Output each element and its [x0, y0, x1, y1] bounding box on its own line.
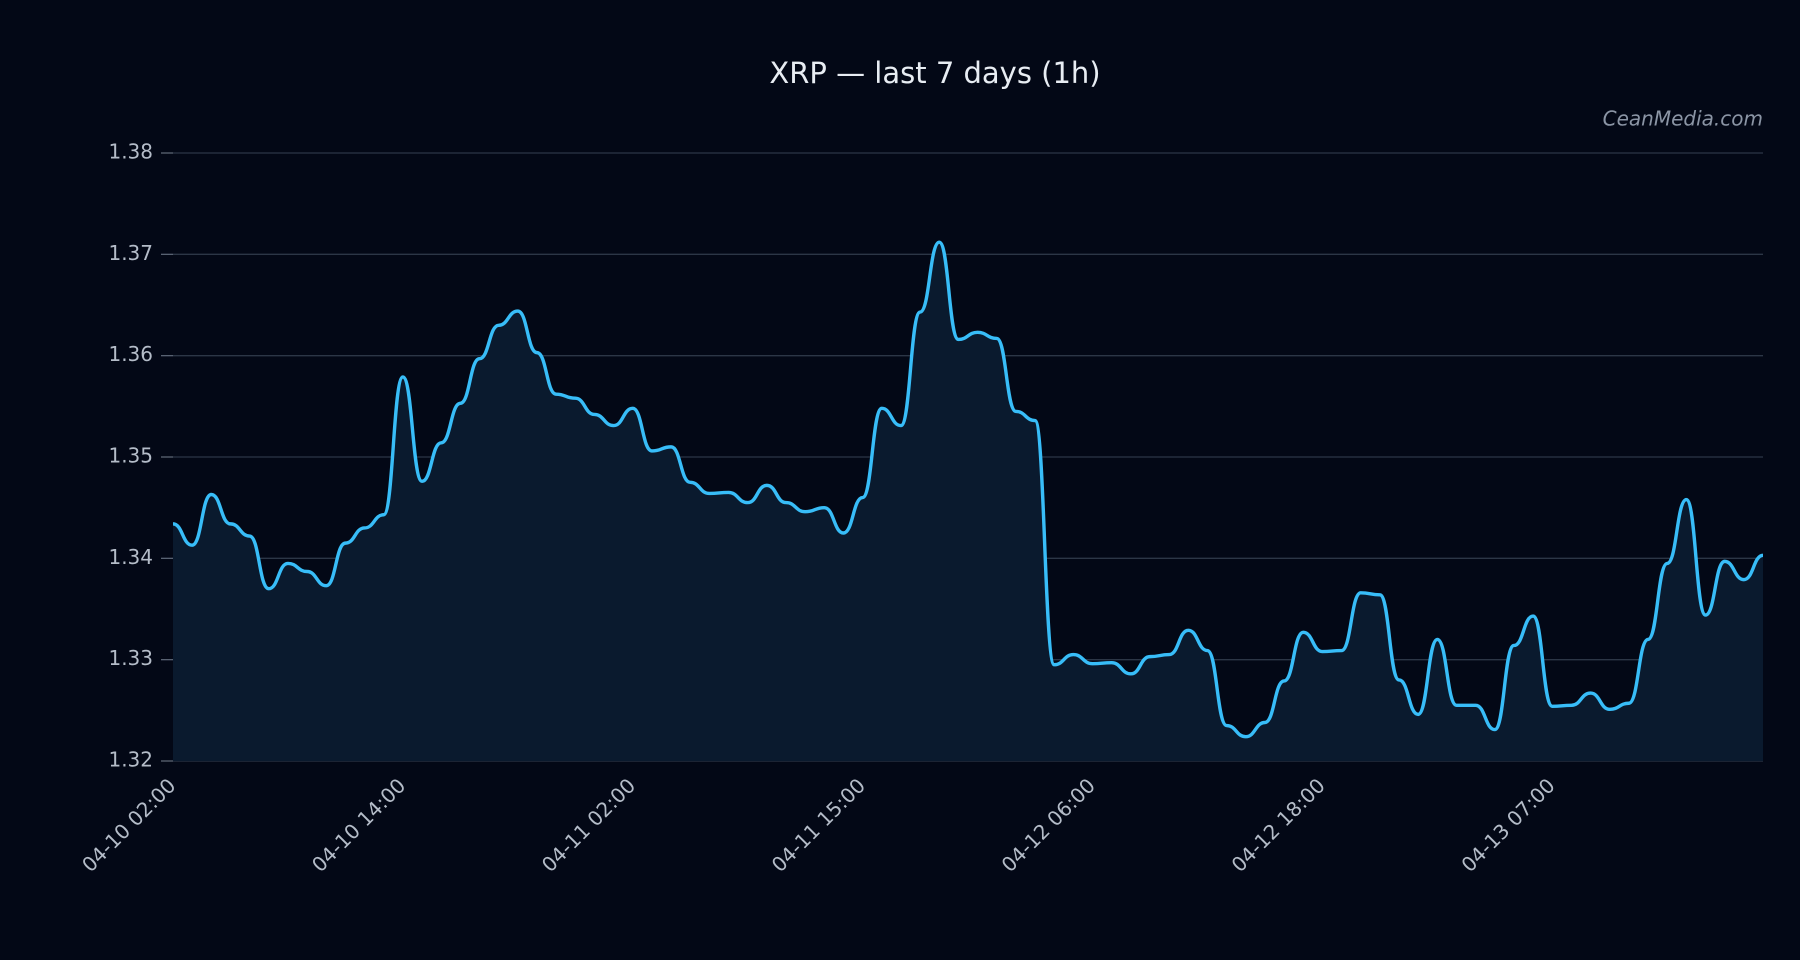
area	[173, 242, 1763, 761]
y-tick-label: 1.36	[108, 342, 153, 366]
watermark: CeanMedia.com	[1603, 107, 1763, 131]
y-tick-label: 1.33	[108, 646, 153, 670]
y-tick-label: 1.35	[108, 444, 153, 468]
y-tick-label: 1.34	[108, 545, 153, 569]
y-tick-label: 1.37	[108, 241, 153, 265]
y-tick-label: 1.32	[108, 748, 153, 772]
y-tick-label: 1.38	[108, 140, 153, 164]
line	[172, 240, 1764, 739]
chart-title: XRP — last 7 days (1h)	[769, 56, 1100, 90]
